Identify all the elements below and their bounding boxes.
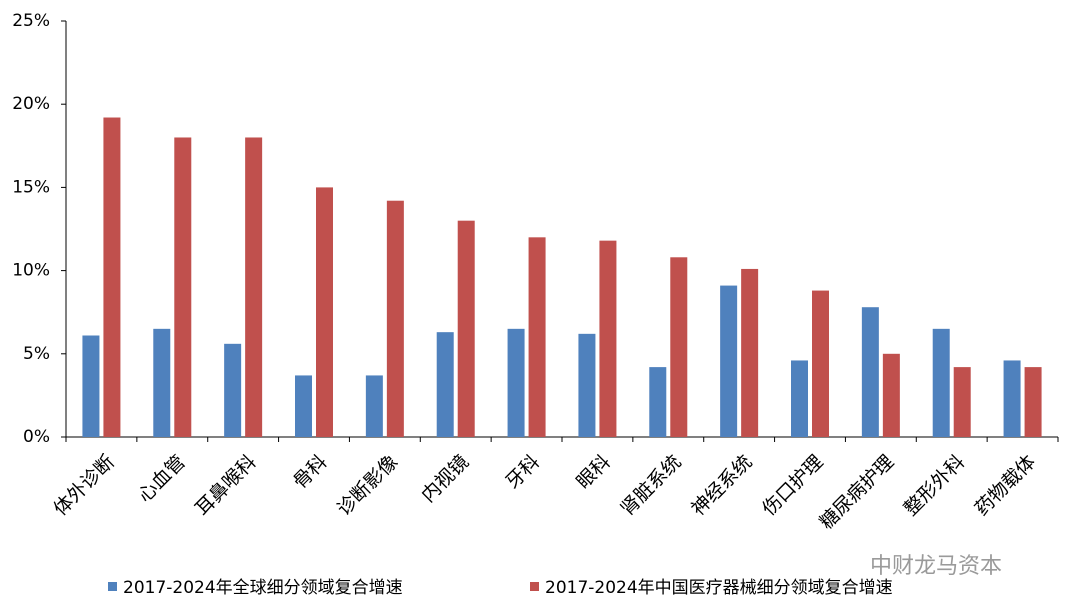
x-tick-label: 体外诊断	[50, 451, 119, 520]
y-tick-label: 0%	[23, 427, 50, 447]
legend-label: 2017-2024年中国医疗器械细分领域复合增速	[545, 578, 893, 598]
y-tick-label: 15%	[12, 177, 50, 197]
bar	[1024, 367, 1042, 437]
x-tick-label: 伤口护理	[758, 451, 827, 520]
bar	[791, 360, 808, 437]
x-tick-label: 耳鼻喉科	[191, 451, 260, 520]
bar	[882, 353, 900, 437]
x-tick-label: 药物载体	[971, 451, 1040, 520]
bar	[457, 220, 475, 437]
x-tick-label: 牙科	[502, 451, 544, 493]
x-tick-label: 神经系统	[687, 451, 756, 520]
x-tick-label: 心血管	[134, 451, 190, 507]
x-tick-label: 肾脏系统	[616, 451, 685, 520]
x-tick-label: 诊断影像	[333, 451, 402, 520]
x-tick-label: 眼科	[572, 451, 614, 493]
bar	[1003, 360, 1021, 437]
y-tick-label: 5%	[23, 344, 50, 364]
bar	[649, 367, 667, 437]
bar	[316, 187, 333, 437]
bar	[507, 328, 525, 437]
bar	[812, 290, 829, 437]
y-tick-label: 10%	[12, 261, 50, 281]
y-tick-label: 25%	[12, 11, 50, 31]
watermark: 中财龙马资本	[870, 554, 1002, 579]
legend-label: 2017-2024年全球细分领域复合增速	[123, 578, 403, 598]
bar	[153, 328, 171, 437]
bar	[82, 335, 100, 437]
x-tick-label: 整形外科	[900, 451, 969, 520]
bar	[528, 237, 546, 437]
bar	[245, 137, 263, 438]
bar	[386, 200, 404, 437]
bar	[103, 117, 121, 438]
bar	[599, 240, 617, 437]
bar	[578, 333, 596, 437]
x-tick-label: 内视镜	[417, 451, 473, 507]
x-tick-label: 骨科	[289, 451, 331, 493]
legend-swatch	[530, 582, 539, 591]
bar	[174, 137, 192, 438]
bar	[670, 257, 688, 437]
bar	[365, 375, 383, 437]
bar	[953, 367, 971, 437]
bar	[720, 285, 738, 437]
bar	[861, 307, 879, 437]
x-tick-label: 糖尿病护理	[816, 451, 899, 534]
bar	[741, 268, 759, 437]
bar	[295, 375, 312, 437]
legend-swatch	[108, 582, 117, 591]
bar	[224, 343, 242, 437]
bar	[436, 332, 454, 437]
bar	[932, 328, 950, 437]
y-tick-label: 20%	[12, 94, 50, 114]
